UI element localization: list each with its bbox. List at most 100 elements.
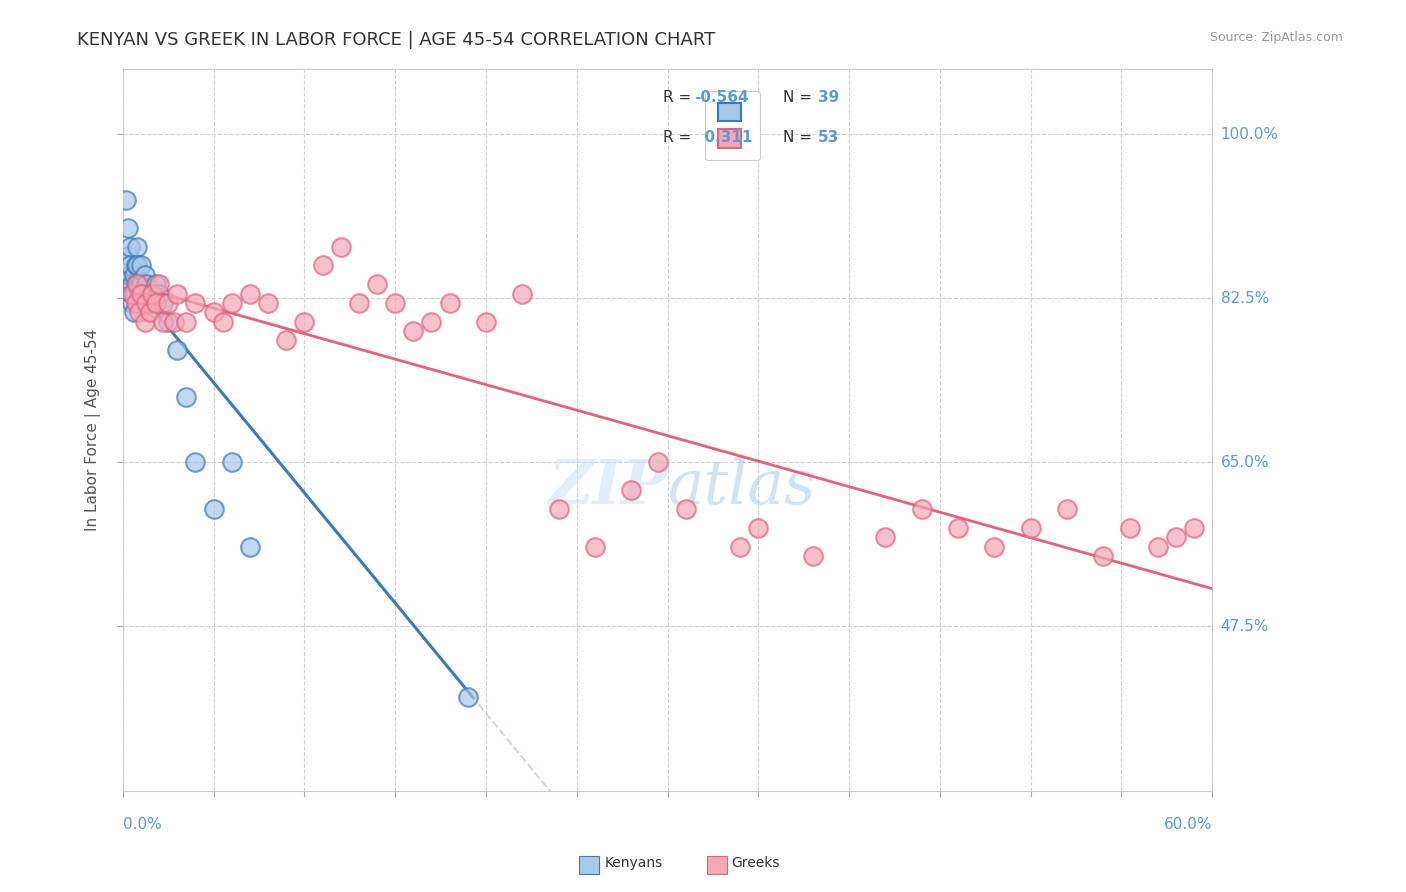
Point <box>122 305 145 319</box>
Point <box>127 296 149 310</box>
Point <box>136 296 159 310</box>
Point <box>184 455 207 469</box>
Point <box>402 324 425 338</box>
Point <box>121 277 143 292</box>
Text: 100.0%: 100.0% <box>1220 127 1278 142</box>
Text: R =: R = <box>664 129 696 145</box>
Point <box>747 521 769 535</box>
Point <box>128 277 150 292</box>
Point <box>329 240 352 254</box>
Text: Source: ZipAtlas.com: Source: ZipAtlas.com <box>1209 31 1343 45</box>
Text: 60.0%: 60.0% <box>1164 817 1212 832</box>
Point <box>129 259 152 273</box>
Point <box>121 286 143 301</box>
Point <box>211 315 233 329</box>
Text: 65.0%: 65.0% <box>1220 455 1270 470</box>
Point <box>1092 549 1115 563</box>
Point <box>221 296 243 310</box>
Point <box>120 268 142 282</box>
Point <box>439 296 461 310</box>
Text: -0.564: -0.564 <box>693 90 748 105</box>
Point <box>139 286 162 301</box>
Text: 82.5%: 82.5% <box>1220 291 1268 306</box>
Text: N =: N = <box>783 90 817 105</box>
Point <box>129 286 152 301</box>
Point <box>420 315 443 329</box>
Point <box>148 286 170 301</box>
Point <box>122 286 145 301</box>
Point <box>124 296 146 310</box>
Text: Greeks: Greeks <box>731 856 779 871</box>
Point <box>166 286 188 301</box>
Point <box>121 286 143 301</box>
Point <box>135 277 157 292</box>
Point <box>134 315 156 329</box>
Legend: , : , <box>706 91 761 160</box>
Point <box>366 277 388 292</box>
Point <box>176 390 198 404</box>
Point <box>128 286 150 301</box>
Point <box>127 259 149 273</box>
Point <box>1146 540 1168 554</box>
Point <box>728 540 751 554</box>
Point <box>475 315 498 329</box>
Point <box>1019 521 1042 535</box>
Text: atlas: atlas <box>668 458 815 517</box>
Y-axis label: In Labor Force | Age 45-54: In Labor Force | Age 45-54 <box>86 328 101 531</box>
Point <box>583 540 606 554</box>
Point <box>127 240 149 254</box>
Point <box>127 277 149 292</box>
Point <box>911 502 934 516</box>
Point <box>221 455 243 469</box>
Point <box>1182 521 1205 535</box>
Text: 53: 53 <box>818 129 839 145</box>
Text: KENYAN VS GREEK IN LABOR FORCE | AGE 45-54 CORRELATION CHART: KENYAN VS GREEK IN LABOR FORCE | AGE 45-… <box>77 31 716 49</box>
Point <box>117 221 139 235</box>
Point <box>347 296 370 310</box>
Point <box>141 286 163 301</box>
Text: 39: 39 <box>818 90 839 105</box>
Point <box>120 240 142 254</box>
Point <box>620 483 643 498</box>
Point <box>257 296 280 310</box>
Point <box>166 343 188 357</box>
Text: ZIP: ZIP <box>548 458 668 517</box>
Point <box>152 315 174 329</box>
Point <box>132 286 155 301</box>
Text: R =: R = <box>664 90 696 105</box>
Point <box>128 305 150 319</box>
Point <box>148 277 170 292</box>
Point <box>152 296 174 310</box>
Point <box>510 286 533 301</box>
Point <box>239 286 262 301</box>
Point <box>117 249 139 263</box>
Point <box>202 305 225 319</box>
Point <box>141 296 163 310</box>
Point <box>145 277 167 292</box>
Text: 0.0%: 0.0% <box>122 817 162 832</box>
Point <box>184 296 207 310</box>
Point <box>239 540 262 554</box>
Point <box>675 502 697 516</box>
Point <box>801 549 824 563</box>
Point <box>1119 521 1142 535</box>
Point <box>547 502 569 516</box>
Point <box>875 530 897 544</box>
Point <box>384 296 406 310</box>
Point <box>202 502 225 516</box>
Point <box>311 259 333 273</box>
Point <box>647 455 669 469</box>
Point <box>145 296 167 310</box>
Text: 0.311: 0.311 <box>693 129 752 145</box>
Text: Kenyans: Kenyans <box>605 856 662 871</box>
Point <box>124 277 146 292</box>
Point <box>122 268 145 282</box>
Point <box>139 305 162 319</box>
Point <box>115 193 138 207</box>
Point <box>157 296 180 310</box>
Point <box>1056 502 1078 516</box>
Point <box>120 259 142 273</box>
Point <box>157 315 180 329</box>
Point <box>135 296 157 310</box>
Point <box>983 540 1005 554</box>
